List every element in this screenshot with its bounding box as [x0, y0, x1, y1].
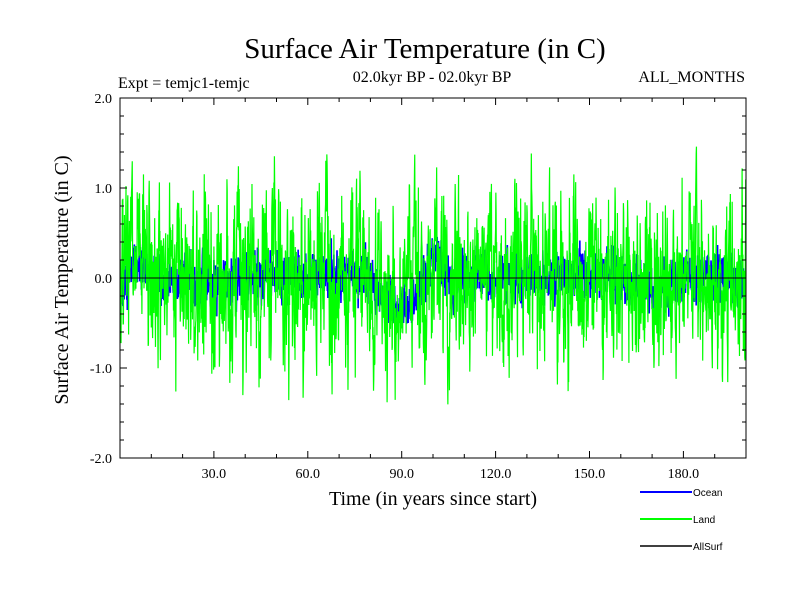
tick-layer: 30.0 60.0 90.0 120.0 150.0 180.0 -2.0 -1.0 0.0 1.… — [90, 92, 746, 482]
x-tick-label: 180.0 — [668, 467, 700, 482]
period-label: 02.0kyr BP - 02.0kyr BP — [353, 69, 512, 86]
y-tick-label: -2.0 — [90, 452, 112, 467]
chart-title: Surface Air Temperature (in C) — [244, 33, 605, 65]
y-tick-label: 1.0 — [95, 182, 113, 197]
legend: Ocean Land AllSurf — [640, 488, 723, 553]
x-tick-label: 120.0 — [480, 467, 512, 482]
x-tick-label: 150.0 — [574, 467, 606, 482]
y-tick-label: 2.0 — [95, 92, 113, 107]
experiment-label: Expt = temjc1-temjc — [118, 75, 250, 92]
legend-label-ocean: Ocean — [693, 488, 722, 499]
months-label: ALL_MONTHS — [638, 69, 745, 86]
x-axis-label: Time (in years since start) — [329, 488, 537, 510]
legend-label-allsurf: AllSurf — [693, 542, 723, 553]
series-line-land — [120, 146, 746, 405]
series-layer — [120, 146, 746, 405]
y-axis-label: Surface Air Temperature (in C) — [51, 155, 73, 404]
x-tick-label: 90.0 — [389, 467, 414, 482]
x-tick-label: 30.0 — [202, 467, 227, 482]
x-tick-label: 60.0 — [296, 467, 321, 482]
y-tick-label: 0.0 — [95, 272, 113, 287]
y-tick-label: -1.0 — [90, 362, 112, 377]
legend-label-land: Land — [693, 515, 715, 526]
